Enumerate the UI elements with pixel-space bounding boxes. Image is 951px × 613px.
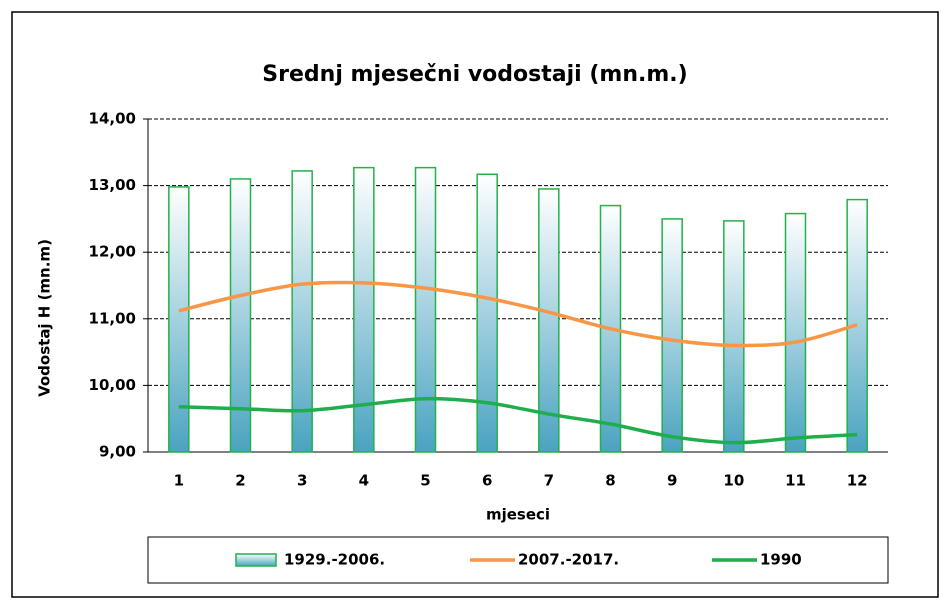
x-tick-label: 8: [605, 472, 615, 490]
x-tick-label: 6: [482, 472, 492, 490]
bar: [353, 166, 375, 453]
bar: [661, 218, 683, 453]
legend-label: 1929.-2006.: [284, 551, 385, 569]
x-tick-label: 2: [235, 472, 245, 490]
bar: [168, 186, 190, 453]
x-tick-label: 12: [847, 472, 868, 490]
bar: [784, 212, 807, 453]
bar: [476, 173, 498, 453]
bar: [414, 166, 437, 453]
x-tick-label: 1: [174, 472, 184, 490]
y-tick-label: 10,00: [89, 376, 136, 394]
legend-label: 2007.-2017.: [518, 551, 619, 569]
y-tick-label: 9,00: [99, 443, 136, 461]
x-tick-label: 9: [667, 472, 677, 490]
x-tick-label: 4: [359, 472, 369, 490]
x-tick-label: 11: [785, 472, 806, 490]
x-tick-label: 7: [544, 472, 554, 490]
bar: [229, 178, 252, 453]
line-series: [178, 280, 858, 348]
y-axis-label: Vodostaj H (mn.m): [36, 239, 54, 397]
x-tick-label: 5: [420, 472, 430, 490]
y-tick-label: 14,00: [89, 110, 136, 128]
y-tick-label: 11,00: [89, 309, 136, 327]
y-tick-label: 12,00: [89, 243, 136, 261]
chart-frame: [11, 11, 939, 598]
bar: [291, 170, 313, 453]
line-series: [178, 396, 858, 445]
bar: [538, 188, 560, 453]
x-tick-label: 3: [297, 472, 307, 490]
x-axis-label: mjeseci: [486, 506, 550, 524]
legend-swatch: [235, 553, 277, 567]
legend-label: 1990: [760, 551, 802, 569]
y-tick-label: 13,00: [89, 176, 136, 194]
bar: [723, 220, 745, 453]
chart-title: Srednj mjesečni vodostaji (mn.m.): [262, 62, 687, 87]
x-tick-label: 10: [723, 472, 744, 490]
